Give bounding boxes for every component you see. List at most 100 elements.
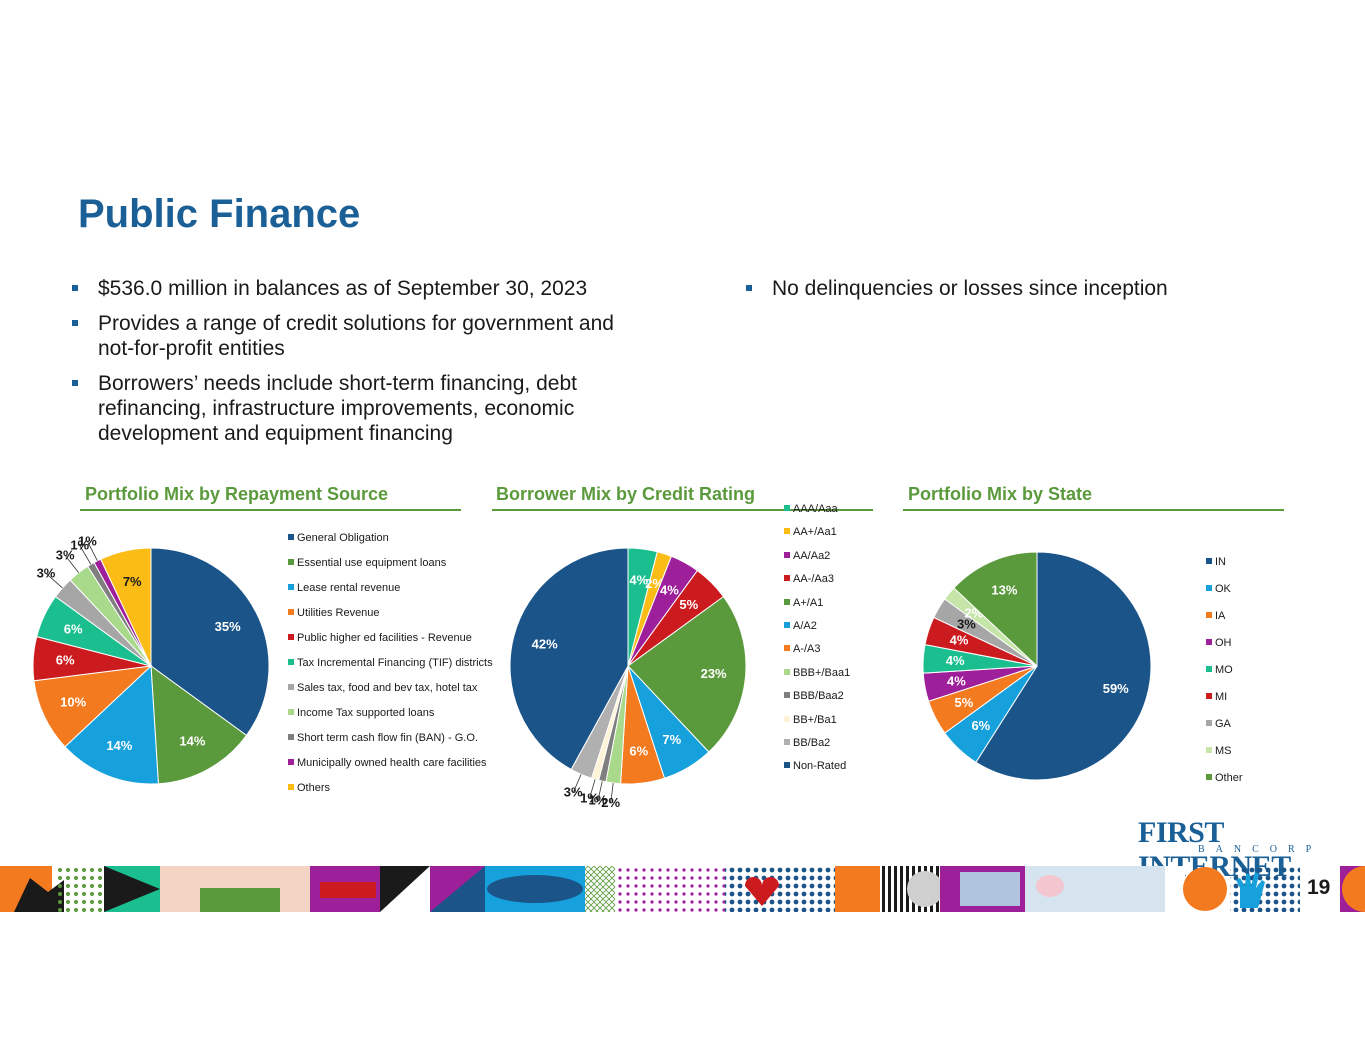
legend-swatch: [1206, 747, 1212, 753]
legend-swatch: [784, 528, 790, 535]
legend-item: IN: [1206, 556, 1226, 568]
legend-item: A/A2: [784, 620, 817, 632]
leader-line: [589, 779, 596, 799]
pie-slice-a-a1: [627, 595, 747, 753]
bullet-item: Borrowers’ needs include short-term fina…: [72, 371, 632, 446]
legend-label: BB+/Ba1: [793, 713, 837, 726]
legend-label: BB/Ba2: [793, 737, 831, 749]
leader-line: [79, 545, 92, 565]
legend-item: Short term cash flow fin (BAN) - G.O.: [288, 732, 478, 744]
pie-slice-others: [100, 547, 152, 667]
legend-swatch: [288, 784, 294, 790]
legend-swatch: [288, 534, 294, 540]
bullet-marker: [746, 285, 752, 291]
data-label: 23%: [701, 666, 727, 681]
legend-item: BBB/Baa2: [784, 690, 844, 702]
bullet-text: Provides a range of credit solutions for…: [98, 312, 614, 360]
page-title: Public Finance: [78, 192, 361, 236]
data-label: 4%: [629, 573, 648, 588]
legend-label: Essential use equipment loans: [297, 557, 447, 569]
pie-slice-essential-use-equipment-loans: [150, 664, 248, 785]
data-label: 5%: [679, 597, 698, 612]
bullet-marker: [72, 285, 78, 291]
logo-subtitle: BANCORP: [1198, 844, 1323, 855]
legend-swatch: [784, 575, 790, 582]
data-label: 4%: [950, 633, 969, 648]
legend-swatch: [288, 634, 294, 640]
data-label: 3%: [957, 616, 976, 631]
legend-label: GA: [1215, 718, 1231, 730]
legend-label: IN: [1215, 556, 1226, 568]
pie-chart-state: 59%6%5%4%4%4%3%2%13%: [922, 551, 1152, 781]
legend-swatch: [784, 505, 790, 511]
pie-slice-general-obligation: [150, 547, 270, 737]
leader-line: [597, 781, 603, 801]
legend-label: MS: [1215, 745, 1232, 757]
legend-item: Other: [1206, 772, 1243, 784]
legend-item: MO: [1206, 664, 1233, 676]
legend-label: Municipally owned health care facilities: [297, 757, 487, 769]
legend-label: Public higher ed facilities - Revenue: [297, 632, 472, 644]
legend-swatch: [784, 668, 790, 675]
data-label: 3%: [37, 565, 56, 580]
bullet-item: No delinquencies or losses since incepti…: [746, 276, 1306, 301]
legend-item: Municipally owned health care facilities: [288, 757, 487, 769]
legend-item: BB+/Ba1: [784, 714, 837, 726]
legend-label: Tax Incremental Financing (TIF) district…: [297, 657, 493, 669]
chart-title-credit-rating: Borrower Mix by Credit Rating: [496, 484, 756, 504]
legend-label: Non-Rated: [793, 760, 847, 773]
legend-swatch: [288, 584, 294, 590]
legend-item: Essential use equipment loans: [288, 557, 446, 569]
legend-label: AA+/Aa1: [793, 526, 837, 539]
legend-label: OK: [1215, 583, 1231, 595]
data-label: 3%: [56, 547, 75, 562]
legend-label: Sales tax, food and bev tax, hotel tax: [297, 682, 478, 694]
data-label: 1%: [580, 791, 599, 806]
data-label: 14%: [106, 738, 132, 753]
data-label: 42%: [532, 637, 558, 652]
legend-item: BB/Ba2: [784, 737, 830, 749]
legend-swatch: [784, 739, 790, 745]
data-label: 6%: [56, 653, 75, 668]
legend-item: MI: [1206, 691, 1227, 703]
pie-chart-credit-rating: 4%2%4%5%23%7%6%2%1%1%3%42%: [509, 547, 747, 810]
pie-slice-lease-rental-revenue: [64, 664, 159, 785]
legend-swatch: [1206, 774, 1212, 780]
legend-swatch: [784, 622, 790, 628]
legend-swatch: [1206, 720, 1212, 726]
data-label: 6%: [629, 743, 648, 758]
legend-item: MS: [1206, 745, 1232, 757]
legend-swatch: [784, 762, 790, 769]
legend-label: Short term cash flow fin (BAN) - G.O.: [297, 732, 478, 744]
legend-swatch: [1206, 639, 1212, 645]
leader-line: [64, 555, 79, 574]
bullet-marker: [72, 380, 78, 386]
data-label: 13%: [991, 583, 1017, 598]
data-label: 4%: [660, 583, 679, 598]
data-label: 10%: [60, 695, 86, 710]
leader-line: [610, 783, 614, 803]
legend-item: Others: [288, 782, 330, 794]
legend-item: Utilities Revenue: [288, 607, 380, 619]
legend-label: A+/A1: [793, 596, 824, 609]
bullet-text: $536.0 million in balances as of Septemb…: [98, 277, 588, 300]
legend-item: Non-Rated: [784, 760, 846, 772]
legend-item: AAA/Aaa: [784, 503, 838, 515]
data-label: 1%: [70, 537, 89, 552]
legend-label: Income Tax supported loans: [297, 707, 435, 719]
bullet-list-right: No delinquencies or losses since incepti…: [746, 276, 1306, 311]
pie-slice-other: [953, 551, 1038, 668]
legend-item: General Obligation: [288, 532, 389, 544]
legend-item: A+/A1: [784, 597, 823, 609]
bullet-list-left: $536.0 million in balances as of Septemb…: [72, 276, 632, 456]
legend-label: Utilities Revenue: [297, 607, 380, 619]
section-underline: [80, 509, 461, 511]
legend-swatch: [288, 609, 294, 615]
legend-swatch: [288, 709, 294, 715]
legend-item: Public higher ed facilities - Revenue: [288, 632, 472, 644]
bullet-item: Provides a range of credit solutions for…: [72, 311, 632, 361]
legend-label: Others: [297, 782, 331, 794]
legend-item: Tax Incremental Financing (TIF) district…: [288, 657, 493, 669]
legend-swatch: [288, 559, 294, 565]
data-label: 6%: [64, 621, 83, 636]
